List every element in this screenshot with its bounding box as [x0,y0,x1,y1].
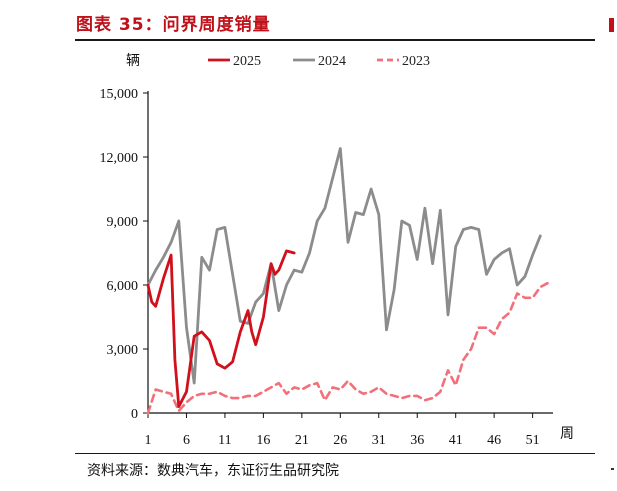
x-tick-label: 46 [487,433,501,448]
x-tick-label: 21 [295,433,309,448]
y-axis-unit: 辆 [126,53,140,69]
page-edge-dot [611,468,614,470]
x-tick-label: 41 [449,433,463,448]
source-rule [75,453,595,454]
page-edge-marker [609,18,614,32]
series-layer [146,147,550,415]
source-note: 资料来源：数典汽车，东证衍生品研究院 [87,463,339,479]
series-line-2024 [146,147,542,385]
y-tick-label: 15,000 [100,87,139,102]
chart-title: 图表 35：问界周度销量 [76,15,271,35]
title-underline [75,39,595,41]
x-tick-label: 11 [218,433,231,448]
x-tick-label: 51 [526,433,540,448]
x-tick-label: 26 [333,433,347,448]
x-tick-label: 36 [410,433,424,448]
y-tick-label: 9,000 [107,215,139,230]
x-tick-label: 31 [372,433,386,448]
x-tick-label: 6 [183,433,190,448]
series-line-2023 [146,281,550,415]
chart-legend: 2025 2024 2023 [208,54,430,69]
series-line-2025 [146,249,296,408]
y-tick-label: 3,000 [107,343,139,358]
x-tick-label: 16 [256,433,270,448]
legend-label-2025: 2025 [233,54,261,69]
y-tick-label: 6,000 [107,279,139,294]
y-tick-label: 0 [131,407,138,422]
x-axis-unit: 周 [560,426,574,442]
legend-label-2023: 2023 [402,54,430,69]
x-tick-label: 1 [145,433,152,448]
y-tick-label: 12,000 [100,151,139,166]
legend-label-2024: 2024 [318,54,346,69]
